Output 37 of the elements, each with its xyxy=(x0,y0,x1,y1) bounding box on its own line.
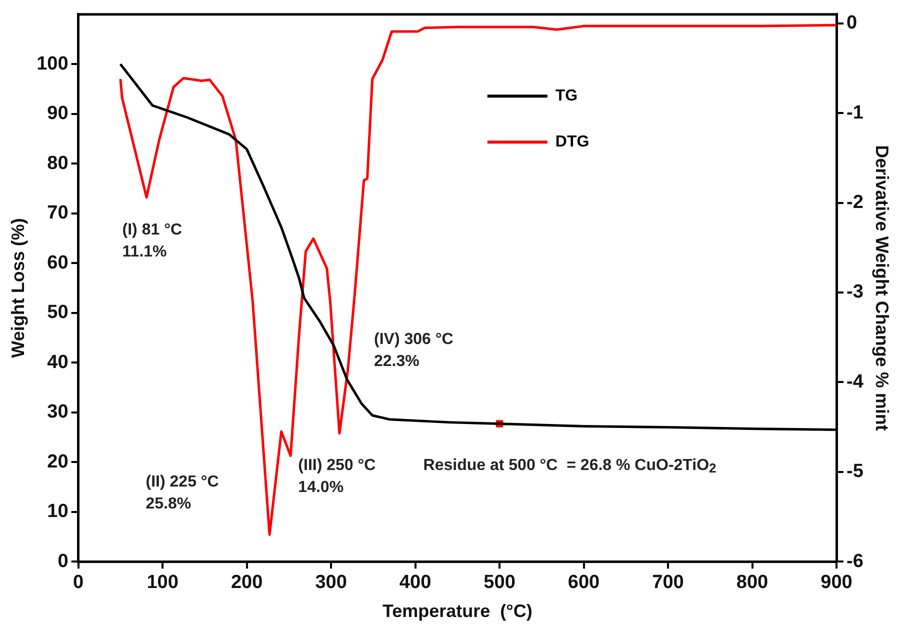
y2-tick-label: -2 xyxy=(846,192,864,214)
y-tick-label: 0 xyxy=(58,550,68,572)
x-tick-label: 700 xyxy=(652,572,684,594)
x-tick-label: 600 xyxy=(568,572,600,594)
x-tick-label: 400 xyxy=(399,572,432,594)
y2-tick-label: -4 xyxy=(846,371,864,392)
y2-tick-label: -1 xyxy=(846,102,864,124)
x-tick-label: 800 xyxy=(736,572,768,594)
y-tick-label: 40 xyxy=(47,352,68,373)
y2-tick-label: -5 xyxy=(846,461,864,482)
x-tick-label: 200 xyxy=(230,572,263,594)
y-tick-label: 20 xyxy=(47,451,68,472)
y-tick-label: 60 xyxy=(47,252,68,274)
x-tick-label: 0 xyxy=(73,572,84,594)
annotation: (II) 225 °C 25.8% xyxy=(146,473,220,512)
y2-tick-label: 0 xyxy=(846,12,858,34)
y2-tick-label: -3 xyxy=(846,282,864,303)
y-tick-label: 80 xyxy=(47,152,68,174)
x-axis-title: Temperature (°C) xyxy=(382,601,532,622)
y-tick-label: 90 xyxy=(47,103,68,124)
legend-label: DTG xyxy=(555,134,590,151)
annotation: (I) 81 °C 11.1% xyxy=(122,222,182,261)
y-axis-title: Weight Loss (%) xyxy=(8,218,28,358)
legend-label: TG xyxy=(555,88,578,105)
x-tick-label: 500 xyxy=(484,572,516,594)
annotation: (IV) 306 °C 22.3% xyxy=(374,331,454,370)
y-tick-label: 30 xyxy=(47,402,68,423)
y-tick-label: 50 xyxy=(47,302,68,324)
y2-axis-title: Derivative Weight Change % mint xyxy=(872,145,892,431)
y2-tick-label: -6 xyxy=(846,550,864,572)
y-tick-label: 100 xyxy=(36,53,68,74)
annotation: (III) 250 °C 14.0% xyxy=(298,457,376,496)
y-tick-label: 70 xyxy=(47,202,68,224)
y-tick-label: 10 xyxy=(47,501,68,522)
x-tick-label: 100 xyxy=(146,572,178,594)
x-tick-label: 300 xyxy=(315,572,347,594)
x-tick-label: 900 xyxy=(820,572,852,594)
